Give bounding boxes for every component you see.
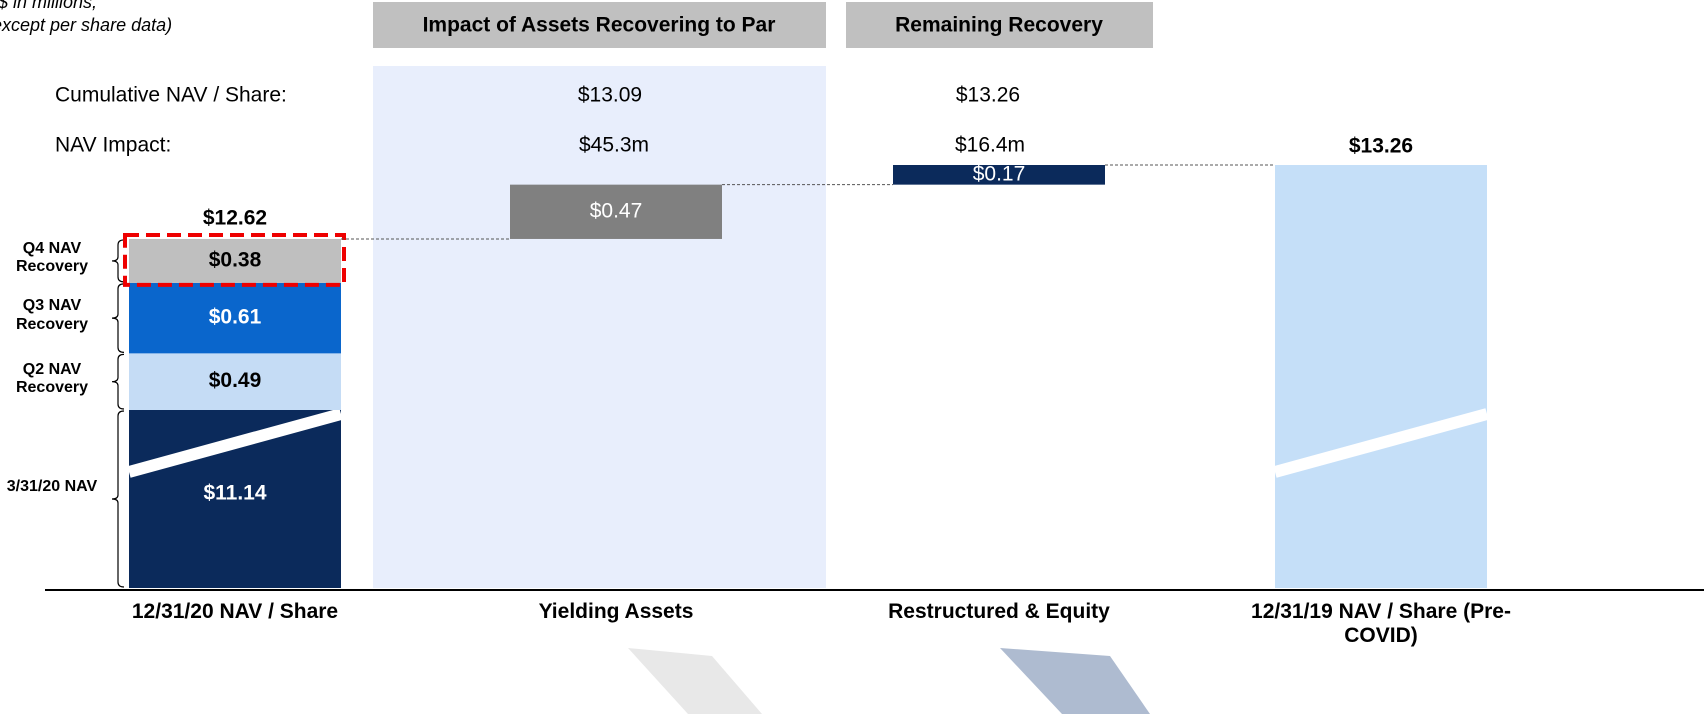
brace	[111, 283, 125, 353]
x-tick-label: 12/31/19 NAV / Share (Pre-COVID)	[1251, 600, 1511, 648]
bar	[510, 184, 722, 239]
row-label: NAV Impact:	[55, 134, 171, 157]
header: Impact of Assets Recovering to Par	[423, 14, 776, 37]
brace-label: 3/31/20 NAV	[6, 478, 98, 495]
value-label: $0.17	[973, 162, 1026, 185]
brace-label: Q4 NAV Recovery	[15, 239, 89, 276]
panel	[373, 66, 826, 588]
bar-segment	[129, 282, 341, 354]
x-tick-label: Yielding Assets	[538, 600, 694, 623]
header-box	[846, 2, 1153, 48]
axis-break	[1273, 408, 1489, 478]
decor	[1000, 648, 1150, 714]
brace-label: Q2 NAV Recovery	[15, 360, 89, 397]
value-label: $11.14	[203, 482, 266, 505]
bar	[893, 165, 1105, 185]
brace-label: Q3 NAV Recovery	[15, 297, 89, 333]
bar-segment	[129, 353, 341, 410]
note: except per share data)	[0, 15, 172, 35]
value-label: $13.26	[1349, 135, 1413, 158]
decor	[628, 648, 762, 714]
header-box	[373, 2, 826, 48]
bar	[1275, 165, 1487, 588]
header: Remaining Recovery	[895, 14, 1103, 37]
highlight	[123, 232, 346, 287]
value-label: $0.49	[209, 369, 262, 392]
brace	[111, 239, 125, 283]
value-label: $0.61	[209, 306, 262, 329]
axis-break	[127, 408, 343, 478]
row-value: $13.09	[578, 84, 642, 107]
value-label: $0.38	[209, 248, 262, 271]
brace	[111, 353, 125, 410]
bar-segment	[129, 238, 341, 283]
row-value: $13.26	[956, 84, 1020, 107]
x-tick-label: Restructured & Equity	[888, 600, 1110, 623]
note: ($ in millions,	[0, 0, 97, 12]
row-value: $45.3m	[579, 134, 649, 157]
brace	[111, 410, 125, 588]
x-tick-label: 12/31/20 NAV / Share	[131, 600, 339, 623]
row-label: Cumulative NAV / Share:	[55, 84, 287, 107]
total-label: $12.62	[203, 207, 267, 230]
row-value: $16.4m	[955, 134, 1025, 157]
value-label: $0.47	[590, 199, 643, 222]
